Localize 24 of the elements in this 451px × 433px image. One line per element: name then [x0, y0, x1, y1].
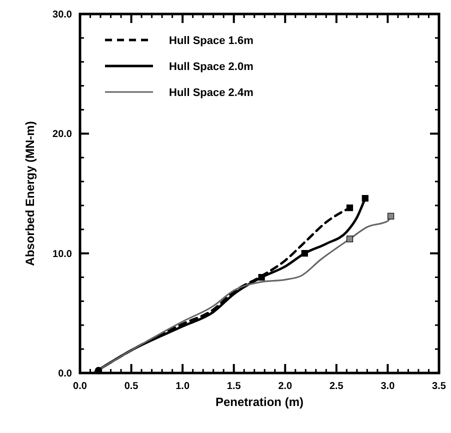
point — [346, 204, 354, 212]
x-tick-label: 0.5 — [124, 381, 139, 392]
point — [346, 236, 354, 242]
x-tick-label: 2.0 — [278, 381, 293, 392]
point — [94, 366, 102, 374]
x-tick-label: 3.0 — [380, 381, 396, 392]
point — [301, 250, 308, 257]
x-tick-label: 1.5 — [226, 381, 242, 392]
legend-label: Hull Space 2.4m — [169, 87, 254, 99]
y-tick-label: 30.0 — [52, 10, 72, 20]
legend-label: Hull Space 2.0m — [169, 61, 254, 73]
x-tick-label: 3.5 — [432, 381, 446, 392]
x-tick-label: 2.5 — [329, 381, 344, 392]
point — [362, 194, 368, 202]
x-tick-label: 0.0 — [73, 381, 88, 392]
x-tick-label: 1.0 — [176, 381, 190, 392]
point — [258, 274, 265, 281]
point — [387, 212, 394, 220]
x-axis-title: Penetration (m) — [215, 395, 304, 409]
y-tick-label: 10.0 — [52, 248, 72, 260]
y-axis-title: Absorbed Energy (MN-m) — [23, 121, 37, 266]
y-tick-label: 0.0 — [58, 368, 72, 380]
legend-label: Hull Space 1.6m — [169, 35, 254, 47]
y-tick-label: 20.0 — [52, 129, 72, 140]
